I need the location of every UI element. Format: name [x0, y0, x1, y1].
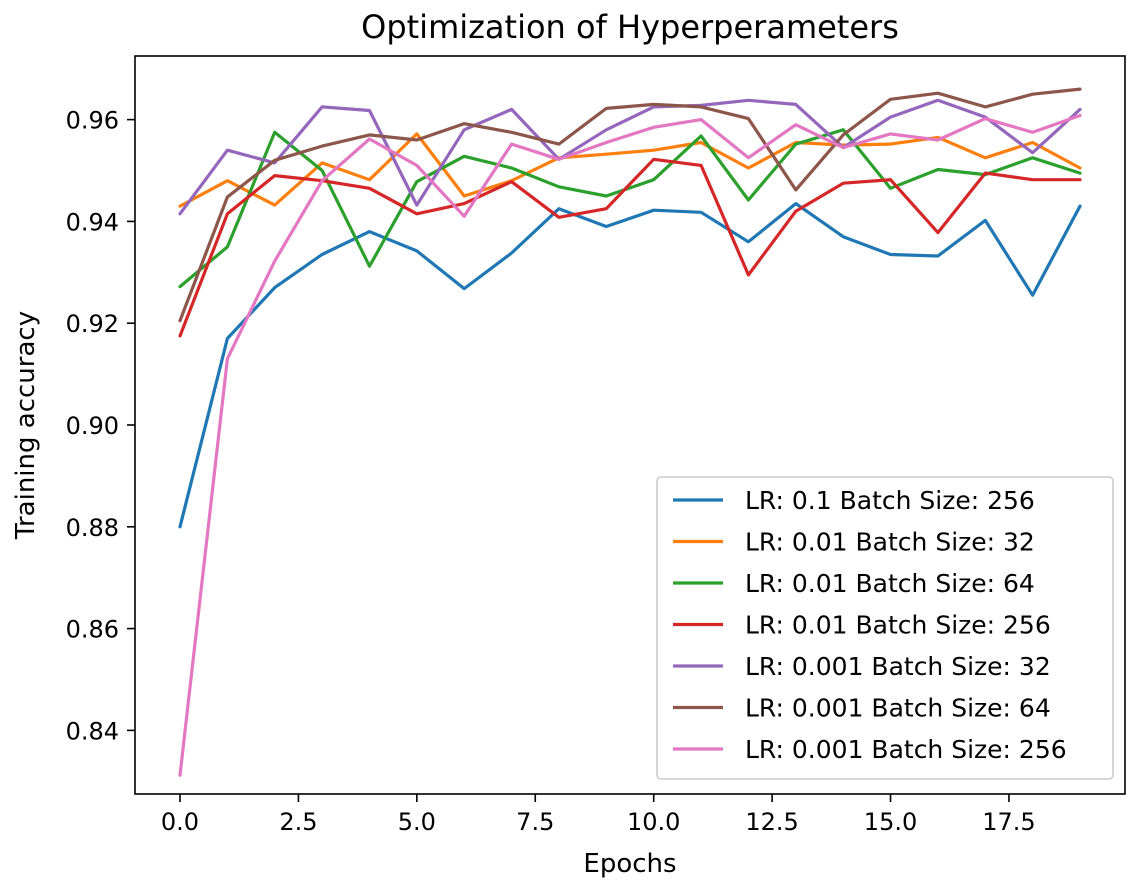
- series-line-5: [178, 98, 1082, 216]
- y-tick-label: 0.90: [66, 412, 119, 440]
- series-line-4: [178, 157, 1082, 338]
- y-tick-label: 0.86: [66, 616, 119, 644]
- x-tick-label: 0.0: [161, 808, 199, 836]
- x-tick-label: 17.5: [982, 808, 1035, 836]
- y-axis-ticks: 0.84 0.86 0.88 0.90 0.92 0.94 0.96: [66, 107, 135, 745]
- y-tick-label: 0.92: [66, 310, 119, 338]
- legend-label: LR: 0.001 Batch Size: 64: [745, 694, 1051, 723]
- legend-label: LR: 0.01 Batch Size: 32: [745, 528, 1035, 557]
- x-tick-label: 15.0: [864, 808, 917, 836]
- y-tick-label: 0.94: [66, 208, 119, 236]
- x-tick-label: 12.5: [745, 808, 798, 836]
- chart-title: Optimization of Hyperperameters: [361, 8, 899, 46]
- x-tick-label: 2.5: [279, 808, 317, 836]
- legend-box: [656, 476, 1114, 780]
- series-lines: [178, 87, 1082, 777]
- y-tick-label: 0.84: [66, 717, 119, 745]
- x-axis-label: Epochs: [583, 849, 676, 879]
- y-tick-label: 0.96: [66, 107, 119, 135]
- y-tick-label: 0.88: [66, 514, 119, 542]
- x-tick-label: 7.5: [516, 808, 554, 836]
- legend-label: LR: 0.1 Batch Size: 256: [745, 486, 1035, 515]
- legend: LR: 0.1 Batch Size: 256 LR: 0.01 Batch Si…: [656, 476, 1114, 780]
- x-tick-label: 5.0: [398, 808, 436, 836]
- legend-label: LR: 0.01 Batch Size: 256: [745, 611, 1051, 640]
- x-tick-label: 10.0: [627, 808, 680, 836]
- legend-label: LR: 0.001 Batch Size: 256: [745, 735, 1067, 764]
- legend-label: LR: 0.01 Batch Size: 64: [745, 569, 1035, 598]
- legend-label: LR: 0.001 Batch Size: 32: [745, 652, 1051, 681]
- y-axis-label: Training accuracy: [11, 311, 41, 540]
- series-line-3: [178, 128, 1082, 289]
- series-line-1: [178, 202, 1082, 529]
- series-line-6: [178, 87, 1082, 323]
- series-line-7: [178, 113, 1082, 777]
- x-axis-ticks: 0.0 2.5 5.0 7.5 10.0 12.5 15.0 17.5: [161, 794, 1036, 836]
